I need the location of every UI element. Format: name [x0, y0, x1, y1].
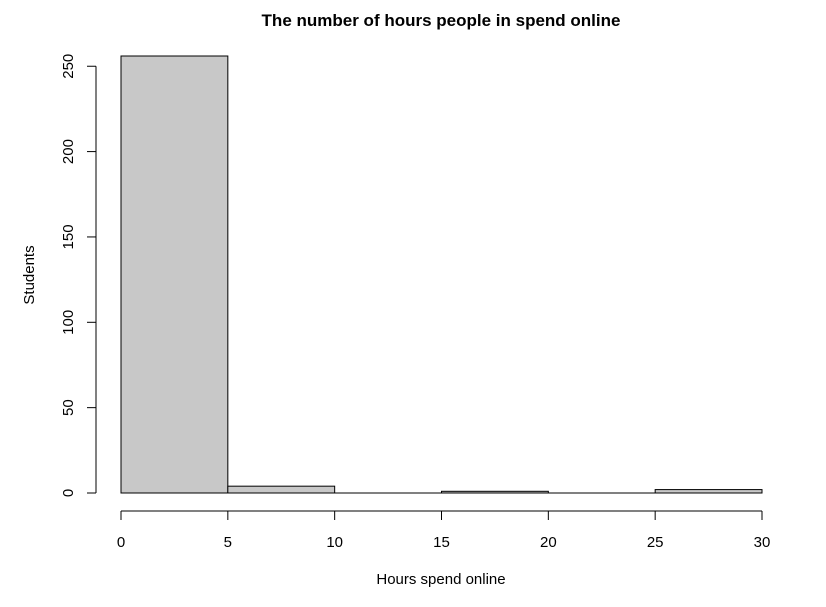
histogram-bar — [227, 485, 336, 494]
x-tick-label: 0 — [117, 534, 125, 551]
x-tick-label: 30 — [754, 534, 771, 551]
y-tick-label: 250 — [60, 54, 77, 79]
x-tick-label: 10 — [326, 534, 343, 551]
histogram-bar — [654, 489, 763, 494]
x-tick-label: 20 — [540, 534, 557, 551]
x-tick-label: 25 — [647, 534, 664, 551]
y-axis: 0 50 100 150 200 250 — [60, 54, 97, 497]
bars-group — [120, 55, 763, 494]
x-axis-label: Hours spend online — [376, 571, 505, 588]
x-axis: 0 5 10 15 20 25 30 — [117, 510, 771, 551]
histogram-bar — [441, 490, 549, 494]
y-tick-label: 100 — [60, 310, 77, 335]
chart-title: The number of hours people in spend onli… — [262, 11, 621, 30]
y-axis-label: Students — [21, 245, 38, 304]
x-tick-label: 15 — [433, 534, 450, 551]
y-tick-label: 150 — [60, 224, 77, 249]
y-tick-label: 50 — [60, 399, 77, 416]
y-tick-label: 0 — [60, 489, 77, 497]
y-tick-label: 200 — [60, 139, 77, 164]
histogram-bar — [120, 55, 229, 494]
x-tick-label: 5 — [224, 534, 232, 551]
